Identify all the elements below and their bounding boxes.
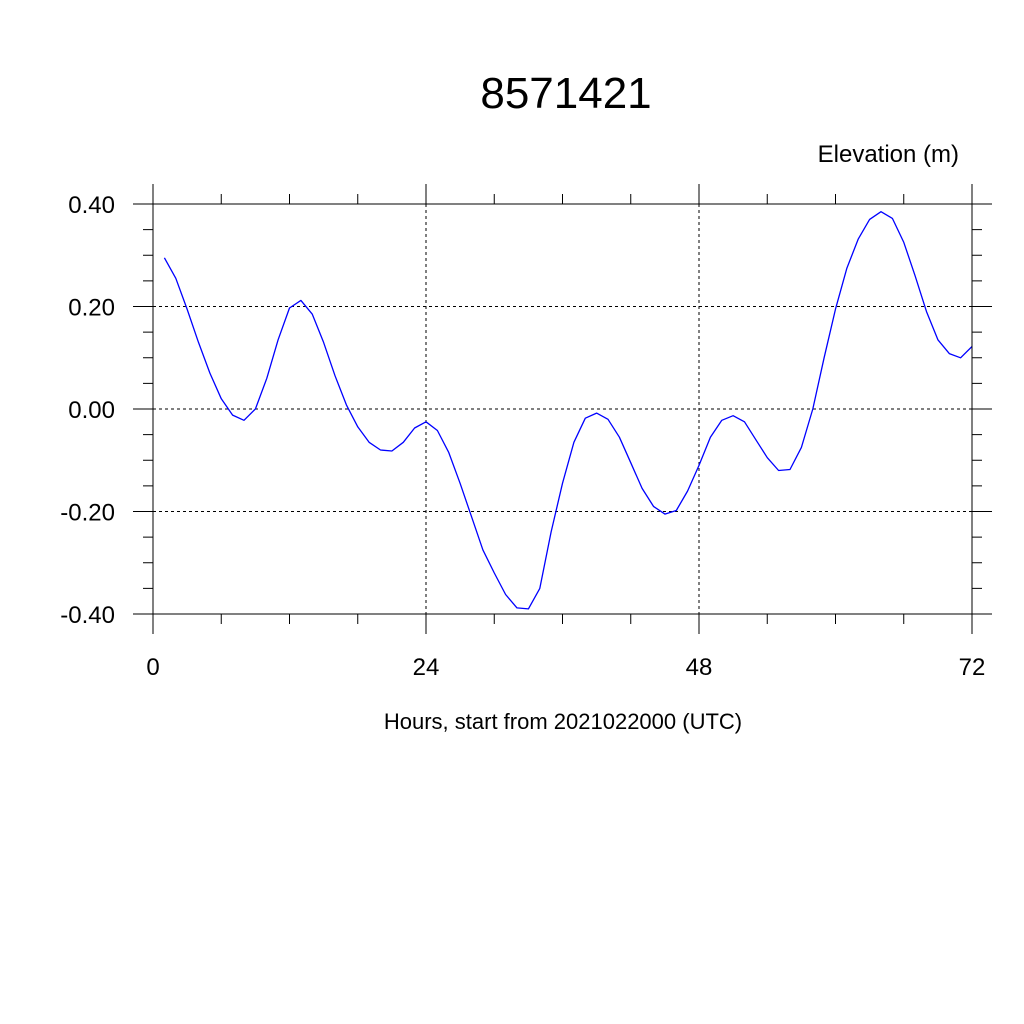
x-tick-label: 48 [686, 654, 713, 681]
tick-labels: -0.40 -0.20 0.00 0.20 0.40 0 24 48 72 [60, 192, 985, 681]
y-tick-label: 0.40 [68, 192, 115, 219]
series-layer [163, 211, 973, 610]
y-axis-label: Elevation (m) [818, 141, 959, 168]
y-tick-label: 0.00 [68, 397, 115, 424]
y-tick-label: -0.40 [60, 602, 115, 629]
x-axis-label: Hours, start from 2021022000 (UTC) [384, 709, 742, 734]
plot-frame [152, 203, 973, 615]
axis-ticks [133, 184, 992, 634]
y-tick-label: 0.20 [68, 295, 115, 322]
x-tick-label: 0 [146, 654, 159, 681]
x-tick-label: 24 [413, 654, 440, 681]
chart-title: 8571421 [480, 69, 651, 118]
x-tick-label: 72 [959, 654, 986, 681]
series-line [163, 211, 973, 610]
y-tick-label: -0.20 [60, 500, 115, 527]
